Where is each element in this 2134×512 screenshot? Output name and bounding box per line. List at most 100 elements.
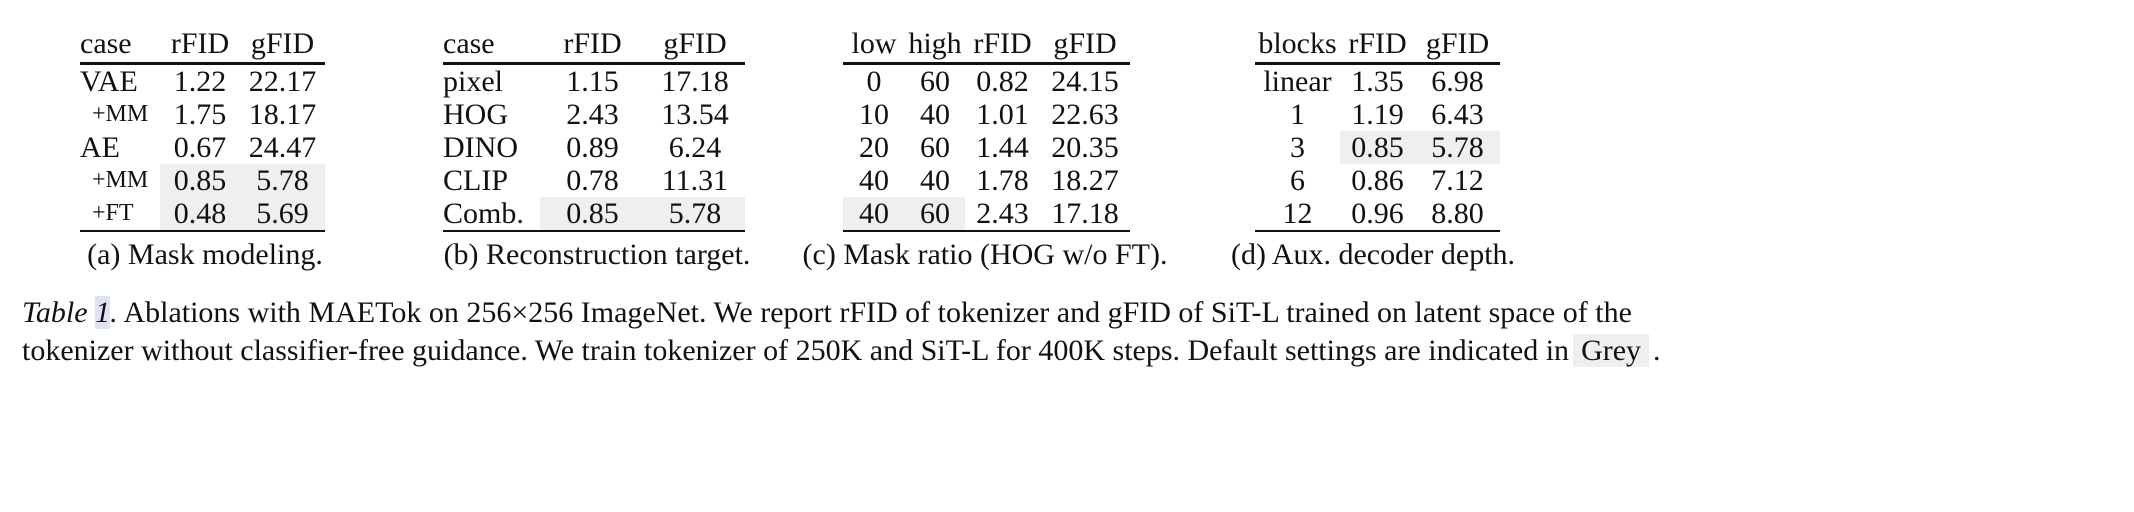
table-row: 12 0.96 8.80 — [1255, 197, 1500, 232]
table-cell: 17.18 — [1040, 197, 1130, 232]
table-cell: 60 — [920, 65, 950, 98]
header-cell: low — [843, 24, 905, 65]
table-cell: 0.85 — [540, 197, 645, 232]
table-cell: +MM — [92, 101, 149, 127]
table-cell: +MM — [92, 167, 149, 193]
sub-table: case rFID gFID pixel 1.15 17.18 HOG 2.43 13.54 DI… — [443, 24, 745, 232]
table-cell: 13.54 — [661, 98, 729, 131]
table-cell: 5.78 — [1415, 131, 1500, 164]
table-cell: pixel — [443, 65, 503, 98]
sub-table: blocks rFID gFID linear 1.35 6.98 1 1.19 6.43 3 0.… — [1255, 24, 1500, 232]
sub-table: case rFID gFID VAE 1.22 22.17 +MM 1.75 18.17 AE 0.… — [80, 24, 325, 232]
table-cell: Comb. — [443, 197, 540, 232]
table-cell: 6 — [1290, 164, 1305, 197]
table-cell: 1.15 — [566, 65, 619, 98]
table-cell: 1.75 — [173, 98, 227, 131]
header-cell: high — [905, 24, 965, 65]
table-cell: CLIP — [443, 164, 509, 197]
table-row: +FT 0.48 5.69 — [80, 197, 325, 232]
table-row: 40 60 2.43 17.18 — [843, 197, 1130, 232]
table-cell: 0 — [866, 65, 882, 98]
caption-label: Table 1. — [22, 296, 118, 329]
table-cell: 2.43 — [965, 197, 1040, 232]
table-row: +MM 1.75 18.17 — [80, 98, 325, 131]
header-cell: gFID — [1415, 24, 1500, 65]
table-cell: 22.17 — [248, 65, 317, 98]
table-row: VAE 1.22 22.17 — [80, 64, 325, 99]
label-prefix: Table — [22, 296, 96, 329]
label-suffix: . — [110, 296, 118, 329]
table-cell: 0.48 — [160, 197, 240, 232]
table-row: 20 60 1.44 20.35 — [843, 131, 1130, 164]
header-row: case rFID gFID — [80, 24, 325, 65]
table-cell: 18.17 — [248, 98, 317, 131]
table-cell: 40 — [920, 98, 950, 131]
sub-caption: (b) Reconstruction target. — [443, 238, 751, 271]
table-cell: 10 — [859, 98, 889, 131]
table-row: 6 0.86 7.12 — [1255, 164, 1500, 197]
table-cell: 1.22 — [173, 65, 227, 98]
label-number: 1 — [95, 296, 111, 329]
header-cell: gFID — [240, 24, 325, 65]
header-cell: case — [443, 24, 540, 65]
table-cell: 6.24 — [668, 131, 722, 164]
table-cell: 5.78 — [240, 164, 325, 197]
table-row: HOG 2.43 13.54 — [443, 98, 745, 131]
caption-line: Table 1. Ablations with MAETok on 256×25… — [22, 294, 1661, 332]
sub-caption: (c) Mask ratio (HOG w/o FT). — [802, 238, 1168, 271]
table-row: +MM 0.85 5.78 — [80, 164, 325, 197]
caption-line: tokenizer without classifier-free guidan… — [22, 332, 1661, 370]
table-cell: 11.31 — [661, 164, 729, 197]
header-row: blocks rFID gFID — [1255, 24, 1500, 65]
table-cell: 0.67 — [173, 131, 227, 164]
sub-table: low high rFID gFID 0 60 0.82 24.15 10 40 1.01 22.63… — [843, 24, 1130, 232]
caption-text: Ablations with MAETok on 256×256 ImageNe… — [117, 296, 1632, 329]
table-cell: 40 — [859, 164, 889, 197]
table-cell: 20 — [859, 131, 889, 164]
table-cell: 6.43 — [1431, 98, 1484, 131]
table-cell: 0.85 — [1340, 131, 1415, 164]
table-cell: AE — [80, 131, 120, 164]
table-cell: 5.69 — [240, 197, 325, 232]
table-row: AE 0.67 24.47 — [80, 131, 325, 164]
table-row: linear 1.35 6.98 — [1255, 64, 1500, 99]
table-cell: 40 — [843, 197, 905, 232]
header-cell: case — [80, 24, 160, 65]
table-cell: 0.78 — [566, 164, 619, 197]
header-cell: blocks — [1255, 24, 1340, 65]
table-cell: 1 — [1290, 98, 1305, 131]
table-row: CLIP 0.78 11.31 — [443, 164, 745, 197]
table-cell: 1.01 — [976, 98, 1029, 131]
table-cell: 0.85 — [160, 164, 240, 197]
header-row: case rFID gFID — [443, 24, 745, 65]
table-cell: VAE — [80, 65, 138, 98]
table-cell: 2.43 — [566, 98, 619, 131]
table-row: 40 40 1.78 18.27 — [843, 164, 1130, 197]
header-cell: gFID — [645, 24, 745, 65]
table-caption: Table 1. Ablations with MAETok on 256×25… — [22, 294, 1661, 370]
table-cell: 22.63 — [1051, 98, 1119, 131]
header-cell: gFID — [1040, 24, 1130, 65]
table-row: 0 60 0.82 24.15 — [843, 64, 1130, 99]
header-cell: rFID — [965, 24, 1040, 65]
table-cell: 5.78 — [645, 197, 745, 232]
table-row: pixel 1.15 17.18 — [443, 64, 745, 99]
table-cell: 17.18 — [661, 65, 729, 98]
table-cell: 3 — [1290, 131, 1305, 164]
table-row: Comb. 0.85 5.78 — [443, 197, 745, 232]
table-cell: DINO — [443, 131, 518, 164]
table-cell: 6.98 — [1431, 65, 1484, 98]
table-cell: 0.82 — [976, 65, 1029, 98]
table-cell: 0.86 — [1351, 164, 1404, 197]
table-row: DINO 0.89 6.24 — [443, 131, 745, 164]
table-cell: 1.44 — [976, 131, 1029, 164]
header-row: low high rFID gFID — [843, 24, 1130, 65]
table-cell: 24.15 — [1051, 65, 1119, 98]
table-cell: linear — [1263, 65, 1332, 98]
table-cell: 1.78 — [976, 164, 1029, 197]
table-cell: 18.27 — [1051, 164, 1119, 197]
caption-text: tokenizer without classifier-free guidan… — [22, 334, 1570, 367]
table-cell: 0.89 — [566, 131, 619, 164]
sub-caption: (d) Aux. decoder depth. — [1230, 238, 1516, 271]
table-cell: 1.35 — [1351, 65, 1404, 98]
